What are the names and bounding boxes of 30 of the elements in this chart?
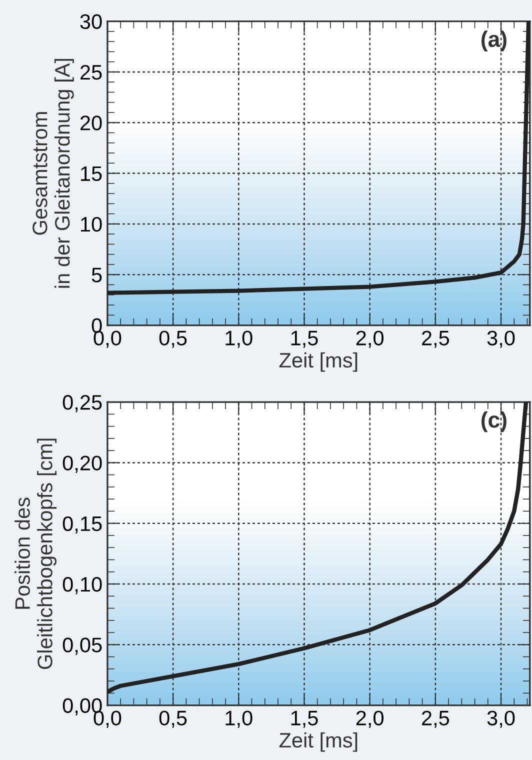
annotation: (c) [481, 411, 506, 432]
y-tick-label: 0,05 [62, 638, 102, 655]
x-axis-title: Zeit [ms] [279, 352, 358, 372]
x-tick-label: 3,0 [487, 330, 515, 348]
x-tick-label: 1,5 [291, 710, 318, 728]
x-tick-label: 2,5 [422, 710, 450, 728]
y-axis-title: Gesamtstrom in der Gleitanordnung [A] [32, 58, 74, 288]
y-tick-label: 30 [80, 14, 102, 30]
x-tick-label: 0,5 [159, 710, 187, 728]
y-axis-title: Position des Gleitlichtbogenkopfs [cm] [14, 438, 57, 669]
y-tick-label: 0,25 [62, 395, 102, 412]
x-tick-label: 2,0 [356, 710, 384, 728]
x-tick-label: 1,0 [226, 330, 252, 348]
x-tick-label: 0,0 [94, 330, 122, 348]
x-tick-label: 2,5 [422, 330, 450, 348]
x-tick-label: 2,0 [356, 330, 384, 348]
y-tick-label: 5 [92, 268, 102, 282]
y-tick-label: 20 [80, 116, 102, 130]
y-tick-label: 0,15 [62, 516, 102, 534]
y-tick-label: 25 [80, 64, 102, 80]
x-axis-title: Zeit [ms] [279, 732, 358, 752]
y-tick-label: 15 [81, 166, 102, 182]
x-tick-label: 3,0 [487, 710, 515, 728]
y-tick-label: 0,20 [62, 456, 102, 473]
x-tick-label: 1,5 [291, 330, 318, 348]
x-tick-label: 1,0 [226, 710, 252, 728]
x-tick-label: 0,5 [159, 330, 187, 348]
y-tick-label: 10 [81, 216, 102, 232]
annotation: (a) [481, 30, 506, 52]
y-tick-label: 0,10 [62, 576, 102, 594]
